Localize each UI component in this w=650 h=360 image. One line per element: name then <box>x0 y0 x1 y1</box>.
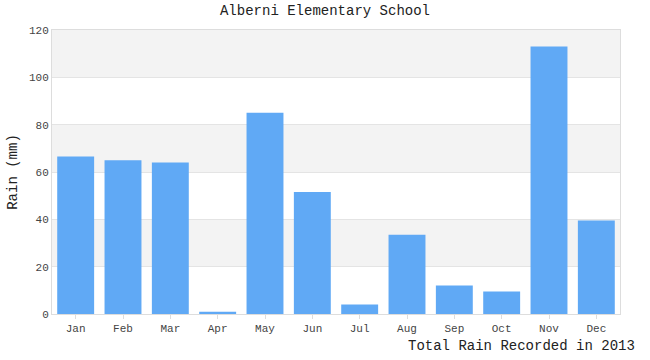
svg-text:Total Rain Recorded in 2013: Total Rain Recorded in 2013 <box>408 338 635 354</box>
svg-text:Aug: Aug <box>397 323 417 335</box>
svg-text:Apr: Apr <box>208 323 228 335</box>
svg-text:May: May <box>255 323 275 335</box>
svg-text:Dec: Dec <box>586 323 606 335</box>
svg-text:Jun: Jun <box>302 323 322 335</box>
svg-text:0: 0 <box>42 309 49 321</box>
svg-text:Feb: Feb <box>113 323 133 335</box>
svg-text:Jan: Jan <box>66 323 86 335</box>
svg-text:Oct: Oct <box>492 323 512 335</box>
svg-text:40: 40 <box>36 214 49 226</box>
svg-text:60: 60 <box>36 167 49 179</box>
svg-text:Rain (mm): Rain (mm) <box>5 134 21 210</box>
svg-text:Sep: Sep <box>444 323 464 335</box>
svg-text:20: 20 <box>36 262 49 274</box>
svg-text:Mar: Mar <box>160 323 180 335</box>
svg-text:Alberni Elementary School: Alberni Elementary School <box>220 3 430 19</box>
svg-text:120: 120 <box>29 25 49 37</box>
svg-text:80: 80 <box>36 120 49 132</box>
svg-text:Jul: Jul <box>350 323 370 335</box>
svg-text:100: 100 <box>29 72 49 84</box>
svg-text:Nov: Nov <box>539 323 559 335</box>
